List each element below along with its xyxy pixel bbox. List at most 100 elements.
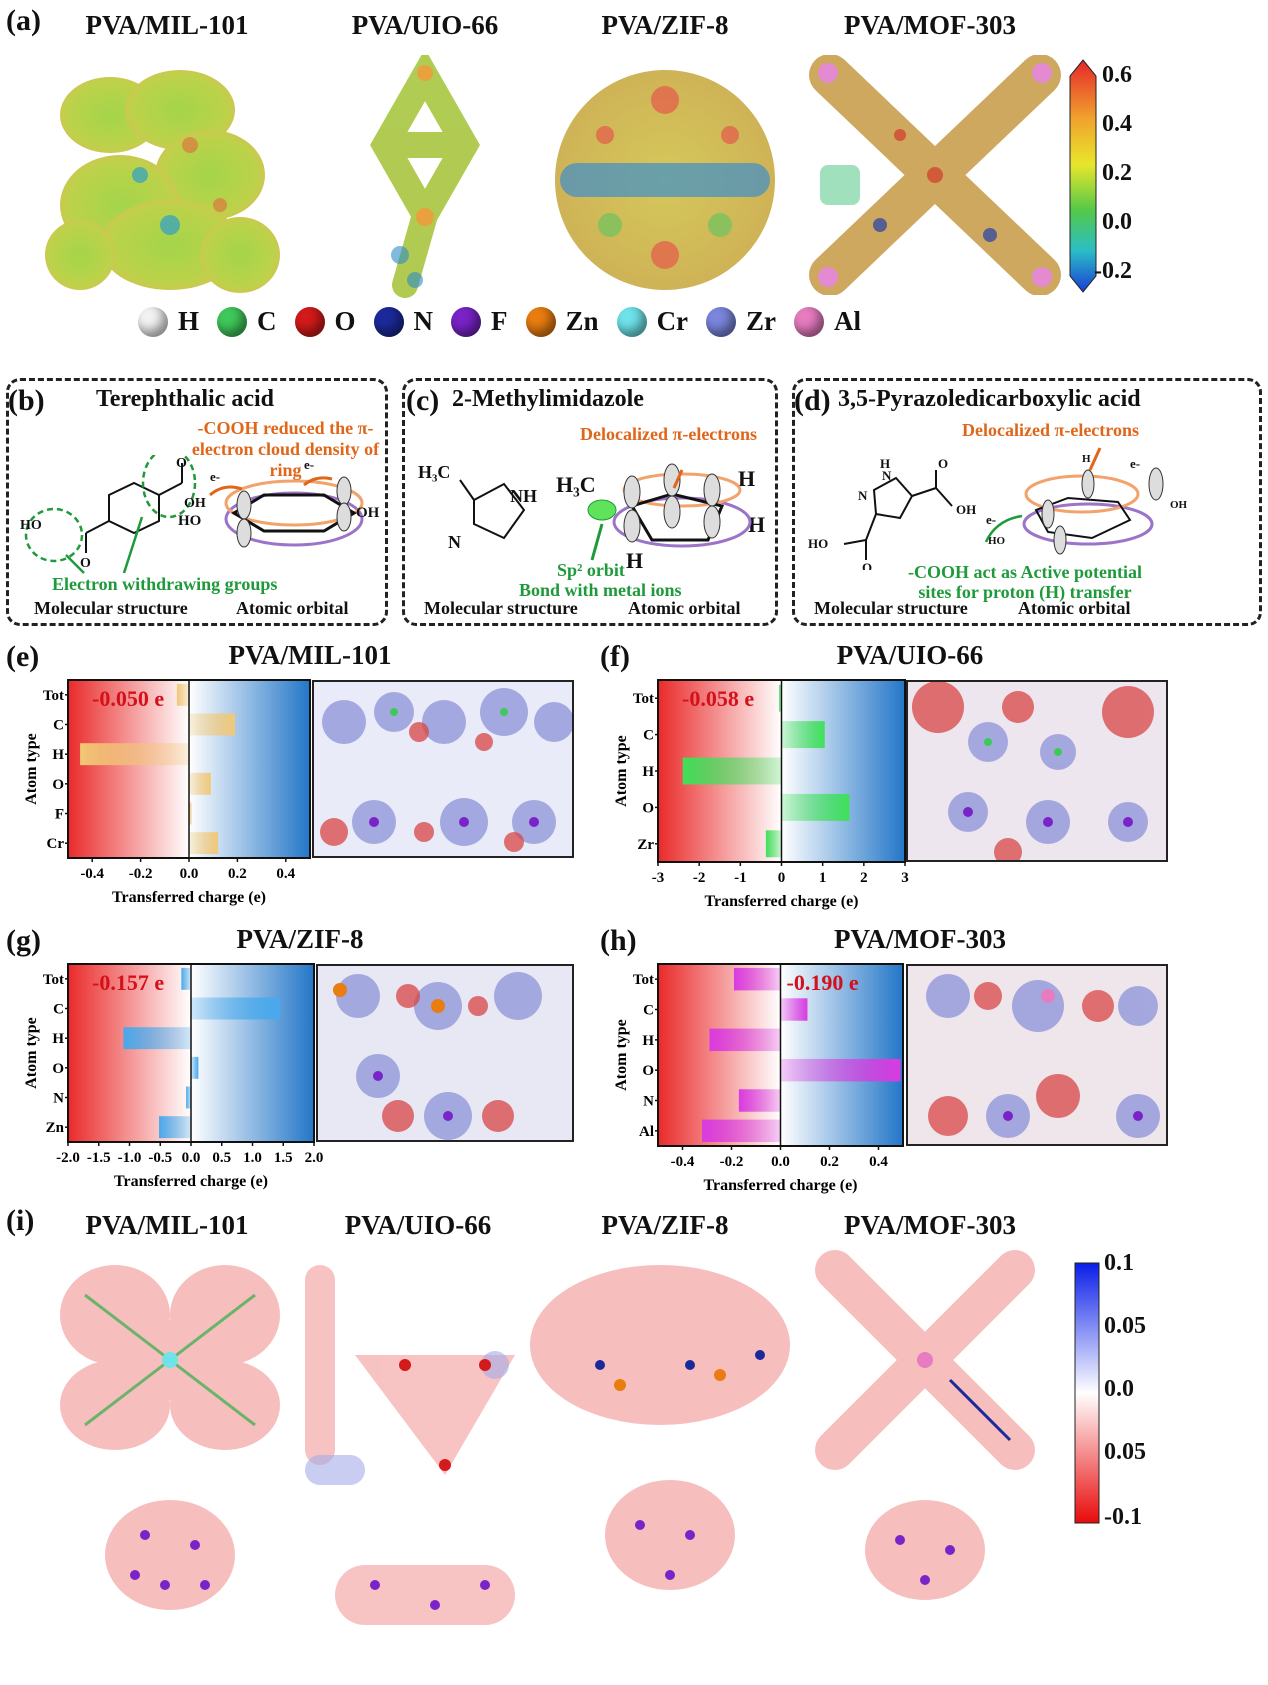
x-tick-label: 0.2 xyxy=(228,866,247,882)
panel-e-title: PVA/MIL-101 xyxy=(228,640,392,670)
atom-ball-icon xyxy=(706,306,737,337)
x-tick-label: 0.4 xyxy=(276,866,295,882)
panel-b-letter: (b) xyxy=(8,384,45,417)
panel-d-note: Delocalized π-electrons xyxy=(962,420,1139,440)
electron-label: e- xyxy=(986,512,996,527)
atom-ball-icon xyxy=(616,306,647,337)
legend-label: Zr xyxy=(746,306,777,336)
atom-label: HO xyxy=(20,518,42,533)
panel-d-right-label: Atomic orbital xyxy=(1018,598,1131,618)
x-tick-label: 1 xyxy=(819,870,827,886)
x-tick-label: -2 xyxy=(693,870,706,886)
colorbar-esp-tick-4: 0.0 xyxy=(1102,209,1132,235)
category-tick-label: Al xyxy=(639,1124,654,1140)
bar-zn xyxy=(159,1116,191,1139)
y-axis-label: Atom type xyxy=(613,1019,630,1091)
x-axis-label: Transferred charge (e) xyxy=(703,1177,857,1194)
panel-c-box xyxy=(402,378,778,626)
panel-b-box xyxy=(6,378,388,626)
atom-label: OH xyxy=(356,505,380,521)
esp-surface-zif8 xyxy=(555,70,775,290)
x-tick-label: 0.0 xyxy=(180,866,199,882)
colorbar-esp-tick-1: 0.6 xyxy=(1102,62,1132,88)
electron-label: e- xyxy=(210,469,220,484)
panel-e-letter: (e) xyxy=(6,640,40,673)
legend-label: C xyxy=(257,306,277,336)
x-tick-label: -2.0 xyxy=(56,1150,80,1166)
bar-c xyxy=(781,721,825,749)
x-axis-label: Transferred charge (e) xyxy=(114,1173,268,1190)
atom-ball-icon xyxy=(294,306,325,337)
panel-i-letter: (i) xyxy=(6,1204,35,1237)
category-tick-label: C xyxy=(643,1003,654,1019)
positive-region-gradient xyxy=(781,680,905,862)
panel-b-title: Terephthalic acid xyxy=(96,386,275,412)
panel-d-letter: (d) xyxy=(794,384,831,417)
panel-c-title: 2-Methylimidazole xyxy=(452,386,644,412)
total-charge-annotation: -0.058 e xyxy=(682,686,754,711)
positive-region-gradient xyxy=(780,964,903,1146)
atom-label: O xyxy=(80,556,91,571)
panel-d-box xyxy=(792,378,1262,626)
panel-f-letter: (f) xyxy=(600,640,630,673)
panel-c-right-label: Atomic orbital xyxy=(628,598,741,618)
legend-item-al: Al xyxy=(794,306,861,337)
panel-i-title-2: PVA/UIO-66 xyxy=(344,1210,492,1240)
x-tick-label: 0.2 xyxy=(820,1154,839,1170)
bar-o xyxy=(780,1058,901,1082)
charge-density-image-zif8 xyxy=(316,964,574,1142)
x-tick-label: 2 xyxy=(860,870,868,886)
legend-item-zn: Zn xyxy=(525,306,599,337)
category-tick-label: H xyxy=(642,764,654,780)
legend-item-n: N xyxy=(373,306,433,337)
colorbar-esp xyxy=(1069,59,1097,293)
colorbar-charge-tick-2: 0.05 xyxy=(1104,1313,1146,1339)
category-tick-label: F xyxy=(55,807,64,823)
legend-label: F xyxy=(491,306,508,336)
atom-ball-icon xyxy=(373,306,404,337)
bar-n xyxy=(738,1089,781,1112)
y-axis-label: Atom type xyxy=(23,1017,40,1089)
x-tick-label: 0 xyxy=(778,870,786,886)
panel-h-title: PVA/MOF-303 xyxy=(834,924,1006,954)
atom-label: N xyxy=(882,468,892,483)
category-tick-label: H xyxy=(52,747,64,763)
panel-d-left-label: Molecular structure xyxy=(814,598,968,618)
category-tick-label: N xyxy=(53,1091,64,1107)
x-tick-label: 2.0 xyxy=(305,1150,324,1166)
category-tick-label: C xyxy=(643,728,654,744)
x-tick-label: 0.5 xyxy=(212,1150,231,1166)
panel-a-title-3: PVA/ZIF-8 xyxy=(601,10,729,40)
total-charge-annotation: -0.157 e xyxy=(92,970,164,995)
atom-label: H₃C xyxy=(418,462,450,482)
x-tick-label: -0.5 xyxy=(148,1150,172,1166)
charge-density-image-mof303 xyxy=(906,964,1168,1146)
negative-region-gradient xyxy=(68,964,191,1142)
bar-tot xyxy=(733,967,781,991)
negative-region-gradient xyxy=(68,680,189,858)
atom-label: HO xyxy=(178,513,201,529)
bar-h xyxy=(80,743,189,766)
atom-label: H xyxy=(880,456,890,471)
legend-item-o: O xyxy=(294,306,356,337)
charge-density-render xyxy=(333,972,542,1140)
terephthalic-structure: OH HO O O HO OH e- e- xyxy=(20,455,380,574)
panel-c-note: Delocalized π-electrons xyxy=(580,424,757,444)
panel-i-title-3: PVA/ZIF-8 xyxy=(601,1210,729,1240)
x-tick-label: -1.5 xyxy=(87,1150,111,1166)
charge-diff-zif8 xyxy=(530,1265,790,1590)
bar-c xyxy=(189,713,235,736)
category-tick-label: C xyxy=(53,718,64,734)
atom-label: H xyxy=(1082,453,1091,465)
bar-n xyxy=(186,1086,191,1109)
atom-label: OH xyxy=(184,496,206,511)
atom-label: OH xyxy=(1170,499,1188,511)
panel-g-letter: (g) xyxy=(6,924,41,957)
atom-label: H₃C xyxy=(556,472,596,497)
colorbar-esp-tick-2: 0.4 xyxy=(1102,111,1132,137)
x-tick-label: -0.2 xyxy=(720,1154,744,1170)
category-tick-label: O xyxy=(642,800,654,816)
category-tick-label: Tot xyxy=(633,972,654,988)
bar-h xyxy=(682,757,782,785)
